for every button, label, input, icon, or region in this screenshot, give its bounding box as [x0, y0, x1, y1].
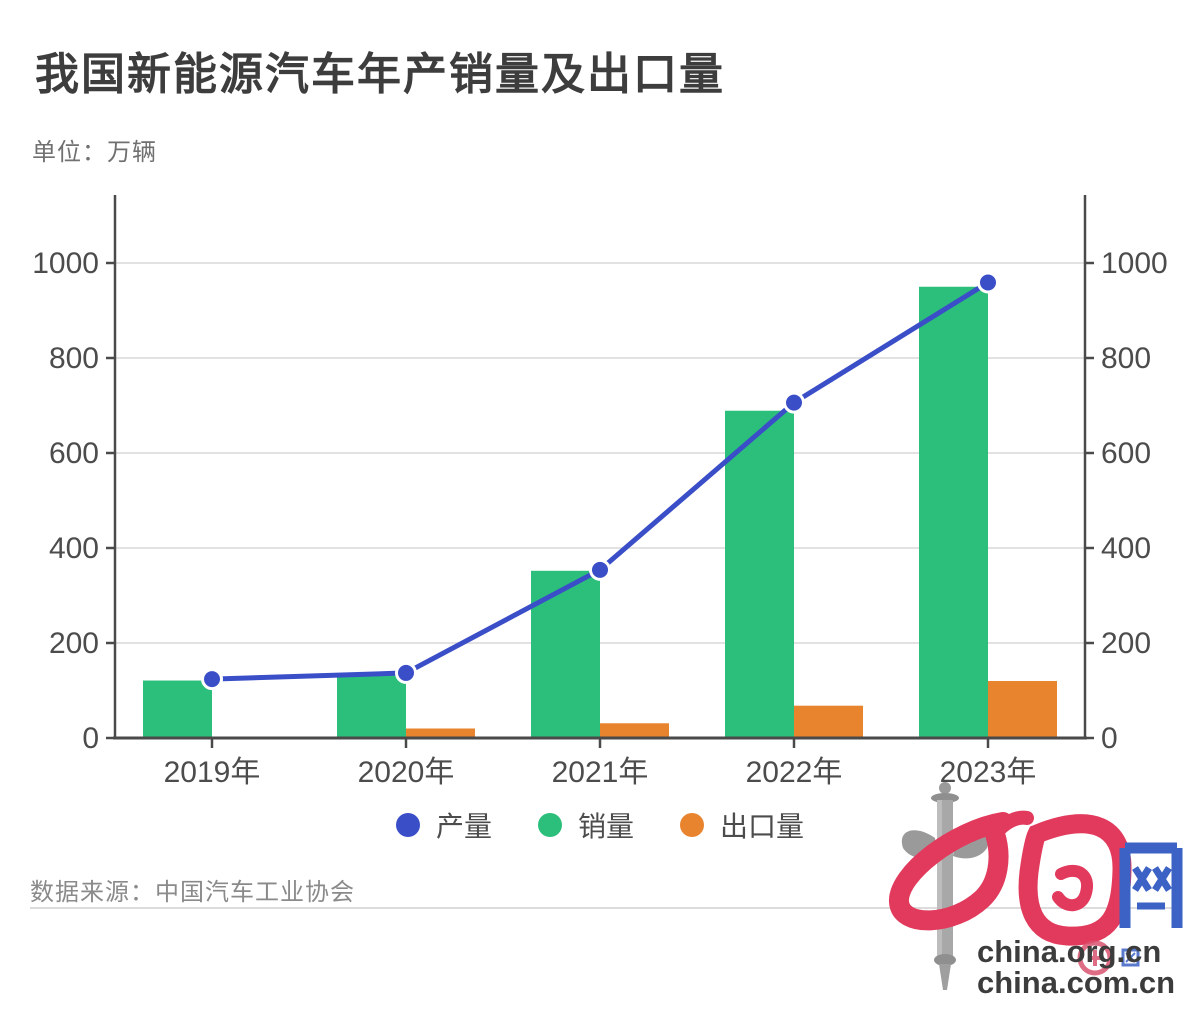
y-tick-label-right: 800: [1101, 342, 1151, 375]
x-tick-label: 2022年: [746, 756, 843, 789]
export-bar: [988, 681, 1057, 738]
zhongguo-calligraphy-icon: [889, 810, 1132, 946]
y-tick-label-left: 800: [49, 342, 99, 375]
y-tick-label-left: 600: [49, 437, 99, 470]
y-tick-label-right: 400: [1101, 532, 1151, 565]
y-tick-label-left: 1000: [32, 247, 99, 280]
legend-item-export: 出口量: [680, 805, 804, 845]
export-bar: [794, 705, 863, 738]
y-tick-label-right: 600: [1101, 437, 1151, 470]
production-legend-dot-icon: [395, 813, 420, 837]
chart-legend: 产量 销量 出口量: [0, 803, 1200, 847]
production-point: [395, 661, 417, 684]
production-point: [589, 558, 611, 581]
legend-label: 产量: [435, 811, 492, 842]
sales-bar: [337, 672, 406, 738]
legend-label: 出口量: [720, 811, 805, 842]
sales-legend-dot-icon: [537, 813, 562, 837]
y-tick-label-left: 200: [49, 627, 99, 660]
combo-chart: 0 0 200 200 400 400 600 600 800 800 1000 1000 2019年 2…: [32, 195, 1168, 789]
y-tick-label-left: 0: [82, 722, 99, 755]
y-tick-label-left: 400: [49, 532, 99, 565]
chart-area: 0 0 200 200 400 400 600 600 800 800 1000 1000 2019年 2…: [0, 180, 1200, 800]
legend-item-production: 产量: [395, 805, 492, 845]
x-tick-label: 2020年: [358, 756, 455, 789]
y-tick-label-right: 200: [1101, 627, 1151, 660]
x-tick-label: 2021年: [552, 756, 649, 789]
page-title: 我国新能源汽车年产销量及出口量: [35, 50, 725, 99]
logo-domain-com: china.com.cn: [977, 965, 1176, 1000]
export-bar: [600, 723, 669, 738]
legend-label: 销量: [577, 811, 634, 842]
export-legend-dot-icon: [680, 813, 704, 837]
export-bar: [406, 728, 475, 738]
sales-bar: [919, 286, 988, 738]
production-point: [783, 391, 805, 414]
x-tick-label: 2019年: [164, 756, 261, 789]
unit-label: 单位：万辆: [32, 139, 157, 166]
y-tick-label-right: 1000: [1101, 247, 1168, 280]
sales-bar: [531, 570, 600, 738]
production-point: [201, 668, 223, 691]
china-net-logo: china.org.cn china.com.cn: [885, 778, 1197, 1018]
footer-divider: [30, 907, 1172, 909]
legend-item-sales: 销量: [537, 805, 634, 845]
mini-seal-icon: [1077, 940, 1140, 976]
china-net-logo-art: [889, 782, 1183, 990]
y-tick-label-right: 0: [1101, 722, 1118, 755]
sales-bar: [725, 410, 794, 738]
logo-domain-text: china.org.cn china.com.cn: [977, 936, 1175, 998]
wang-character-icon: [1119, 842, 1183, 928]
data-source-label: 数据来源：中国汽车工业协会: [30, 879, 355, 906]
logo-domain-org: china.org.cn: [977, 934, 1162, 969]
x-tick-label: 2023年: [940, 756, 1037, 789]
sales-bar: [143, 680, 212, 738]
production-point: [977, 271, 999, 294]
